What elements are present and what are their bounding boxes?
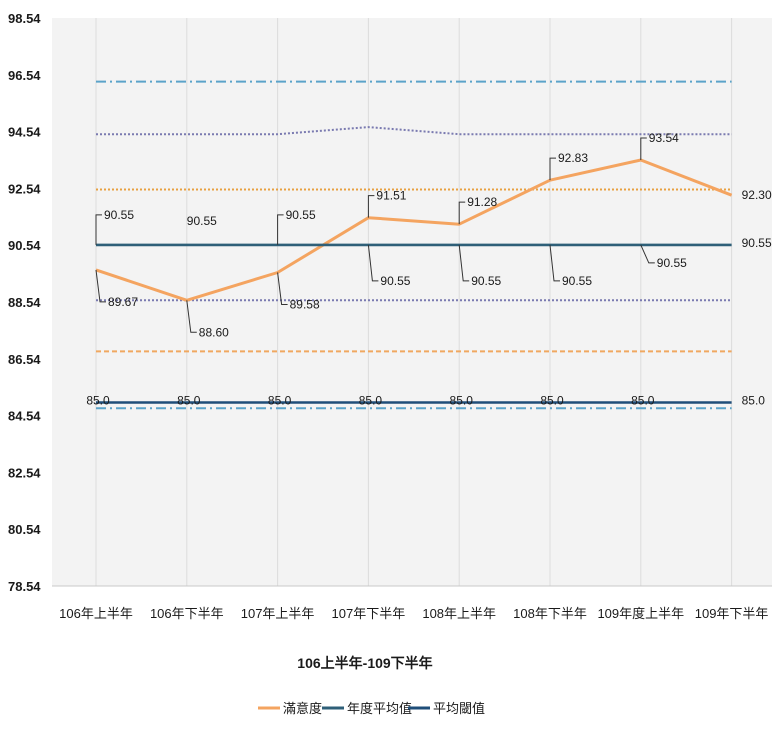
- data-label: 85.0: [540, 394, 564, 408]
- legend-label: 平均閾值: [433, 701, 485, 716]
- data-label: 93.54: [649, 131, 679, 145]
- leader-line: [367, 195, 375, 218]
- data-label: 85.0: [359, 394, 383, 408]
- data-label: 85.0: [631, 394, 655, 408]
- data-label: 85.0: [450, 394, 474, 408]
- y-tick-label: 78.54: [8, 579, 41, 594]
- leader-line: [458, 201, 466, 225]
- leader-line: [95, 269, 106, 303]
- data-label: 89.67: [108, 295, 138, 309]
- y-tick-label: 84.54: [8, 409, 41, 424]
- y-tick-label: 92.54: [8, 181, 41, 196]
- y-tick-label: 88.54: [8, 295, 41, 310]
- y-tick-label: 86.54: [8, 352, 41, 367]
- data-label: 90.55: [380, 274, 410, 288]
- data-label: 90.55: [471, 274, 501, 288]
- legend-label: 滿意度: [283, 701, 322, 716]
- x-tick-label: 108年上半年: [422, 606, 496, 621]
- data-label: 90.55: [286, 208, 316, 222]
- leader-line: [458, 244, 470, 282]
- data-label: 89.58: [290, 297, 320, 311]
- leader-line: [95, 214, 102, 245]
- leader-line: [277, 272, 288, 305]
- x-tick-label: 107年上半年: [241, 606, 315, 621]
- legend-label: 年度平均值: [347, 701, 412, 716]
- data-label: 91.51: [376, 189, 406, 203]
- plot-area: [52, 18, 772, 586]
- y-tick-label: 96.54: [8, 68, 41, 83]
- x-tick-label: 106年上半年: [59, 606, 133, 621]
- y-tick-label: 94.54: [8, 125, 41, 140]
- data-label: 91.28: [467, 195, 497, 209]
- reference-line: [96, 126, 732, 136]
- y-tick-label: 82.54: [8, 465, 41, 480]
- x-tick-label: 107年下半年: [332, 606, 406, 621]
- data-label: 85.0: [742, 394, 766, 408]
- x-tick-label: 108年下半年: [513, 606, 587, 621]
- y-tick-label: 80.54: [8, 522, 41, 537]
- y-tick-label: 98.54: [8, 11, 41, 26]
- data-label: 90.55: [657, 256, 687, 270]
- leader-line: [640, 244, 655, 264]
- x-axis-label: 106上半年-109下半年: [297, 655, 432, 671]
- data-label: 90.55: [562, 274, 592, 288]
- data-label: 90.55: [104, 208, 134, 222]
- leader-line: [277, 214, 284, 245]
- data-label: 90.55: [187, 214, 217, 228]
- data-label: 92.30: [742, 188, 772, 202]
- leader-line: [549, 244, 560, 282]
- leader-line: [186, 300, 197, 333]
- x-tick-label: 109年度上半年: [597, 606, 684, 621]
- data-label: 85.0: [177, 394, 201, 408]
- data-label: 85.0: [86, 394, 110, 408]
- data-label: 92.83: [558, 151, 588, 165]
- x-tick-label: 106年下半年: [150, 606, 224, 621]
- data-label: 90.55: [742, 236, 772, 250]
- series-line-1: [95, 158, 733, 302]
- leader-line: [549, 157, 556, 181]
- data-label: 85.0: [268, 394, 292, 408]
- leader-line: [640, 137, 647, 160]
- y-tick-label: 90.54: [8, 238, 41, 253]
- x-tick-label: 109年下半年: [695, 606, 769, 621]
- data-label: 88.60: [199, 325, 229, 339]
- leader-line: [367, 244, 379, 282]
